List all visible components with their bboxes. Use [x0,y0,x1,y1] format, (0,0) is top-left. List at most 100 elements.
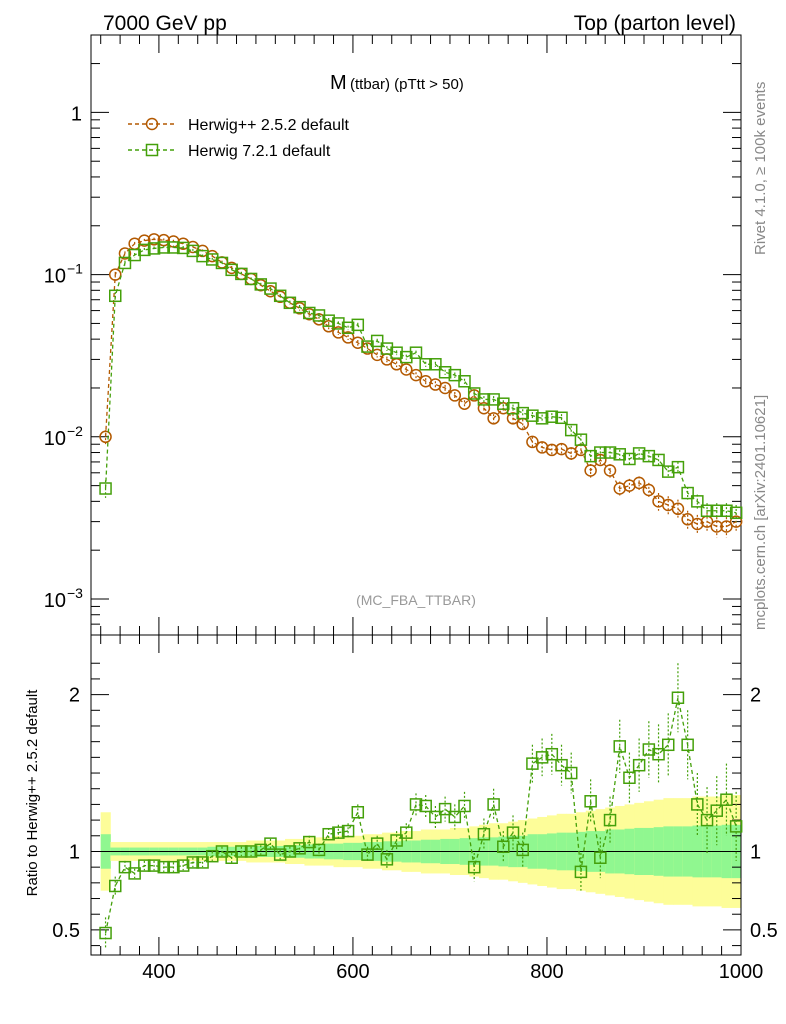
ratio-data-point [438,802,452,816]
ratio-data-point [729,820,743,833]
data-point-herwig-7 [691,495,704,508]
ratio-data-point [574,865,588,879]
data-point-herwig-7 [720,504,733,518]
data-point-herwig-pp [438,381,452,395]
main-series-group [99,233,743,538]
data-point-herwig-7 [516,406,529,420]
data-point-herwig-7 [497,397,510,410]
data-point-herwig-7 [545,410,559,423]
data-point-herwig-pp [526,435,539,449]
ratio-y-tick-label: 0.5 [52,920,80,942]
main-axis-ticks: 10 −310 −210 −11 [44,34,742,636]
ratio-data-point [157,860,171,874]
header-left-title: 7000 GeV pp [103,12,227,35]
data-point-herwig-pp [147,233,161,246]
header-right-title: Top (parton level) [574,12,736,35]
data-point-herwig-7 [584,449,597,463]
ratio-y-tick-label: 1 [69,841,80,863]
ratio-data-point [477,827,491,841]
data-point-herwig-7 [157,241,171,254]
data-point-herwig-7 [370,334,384,348]
data-point-herwig-7 [196,249,209,263]
data-point-herwig-pp [409,368,423,382]
ratio-data-point [264,837,277,850]
ratio-data-point [361,848,374,861]
ratio-data-point [710,804,723,817]
rivet-label: Rivet 4.1.0, ≥ 100k events [752,82,769,255]
data-point-herwig-7 [99,482,112,495]
data-point-herwig-pp [603,464,617,477]
ratio-data-point [467,860,481,874]
data-point-herwig-7 [429,358,442,371]
ratio-data-point [555,758,568,772]
data-point-herwig-pp [642,483,656,497]
ratio-data-point [506,826,520,839]
ratio-data-point [206,849,219,863]
legend-label-herwig-pp: Herwig++ 2.5.2 default [188,117,350,134]
data-point-herwig-pp [729,515,743,528]
data-point-herwig-7 [167,241,180,254]
data-point-herwig-pp [477,401,491,415]
data-point-herwig-pp [671,502,685,516]
ratio-data-point [167,860,180,874]
data-point-herwig-7 [555,411,568,425]
data-point-herwig-7 [118,256,132,270]
data-point-herwig-pp [720,520,733,533]
data-point-herwig-7 [642,449,656,463]
ratio-y-tick-label-right: 1 [750,841,761,863]
data-point-herwig-7 [215,256,229,270]
data-point-herwig-pp [118,247,132,260]
ratio-data-point [322,827,335,841]
data-point-herwig-pp [109,268,122,281]
data-point-herwig-7 [409,346,423,359]
ratio-data-point [196,856,209,869]
x-tick-label: 1000 [719,961,764,983]
data-point-herwig-7 [632,447,646,460]
data-point-herwig-pp [632,476,646,490]
ratio-data-point [564,766,578,780]
data-point-herwig-7 [254,278,268,291]
data-point-herwig-7 [652,453,665,467]
ratio-data-point [516,843,529,857]
ratio-data-point [147,859,161,872]
ratio-y-label: Ratio to Herwig++ 2.5.2 default [24,689,41,897]
ratio-data-point [235,845,248,858]
data-point-herwig-pp [138,234,151,247]
ratio-data-point [603,813,617,827]
data-point-herwig-7 [351,318,365,332]
ratio-data-point [186,856,200,869]
ratio-data-point [429,810,442,824]
data-point-herwig-7 [322,314,335,327]
ratio-data-point [370,837,384,850]
legend-marker-herwig-7 [145,143,159,157]
data-point-herwig-pp [594,453,607,467]
data-point-herwig-pp [351,336,365,350]
data-point-herwig-7 [176,241,190,255]
ratio-data-point [613,740,626,753]
data-point-herwig-7 [341,321,355,335]
data-point-herwig-7 [332,317,345,330]
data-point-herwig-7 [264,282,277,295]
data-point-herwig-7 [380,342,394,355]
main-y-tick-exponent: −2 [67,423,83,439]
data-point-herwig-7 [535,412,549,425]
ratio-y-tick-label-right: 2 [750,685,761,707]
legend-marker-herwig-pp [145,117,159,131]
ratio-data-point [312,843,326,857]
x-tick-label: 400 [142,961,175,983]
data-point-herwig-pp [710,520,723,533]
ratio-data-point [273,848,287,861]
main-y-tick-exponent: −3 [67,585,83,601]
ratio-data-point [128,867,141,880]
ratio-data-point [341,824,355,838]
data-point-herwig-pp [487,412,500,425]
data-point-herwig-7 [225,263,238,277]
ratio-data-point [671,691,685,704]
ratio-axis-ticks: 0.5 0.5 1 1 2 2 400 600 800 1000 [52,635,778,983]
data-point-herwig-7 [487,393,500,406]
ratio-data-point [497,840,510,854]
data-point-herwig-7 [661,465,675,478]
data-point-herwig-7 [458,375,471,388]
data-point-herwig-7 [390,346,403,359]
